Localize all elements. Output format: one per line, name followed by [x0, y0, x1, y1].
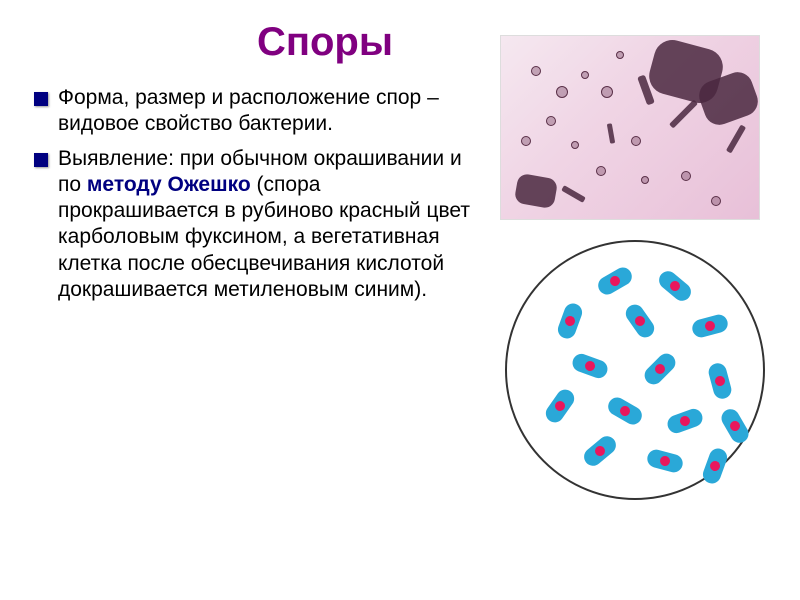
bullet-list: Форма, размер и расположение спор – видо… — [30, 85, 480, 303]
content-area: Форма, размер и расположение спор – видо… — [30, 85, 770, 500]
micrograph-dot — [531, 66, 541, 76]
bacterium-shape — [570, 351, 610, 380]
bullet-item-1: Форма, размер и расположение спор – видо… — [30, 85, 480, 138]
micrograph-dot — [601, 86, 613, 98]
micrograph-dot — [681, 171, 691, 181]
spore-dot — [668, 279, 682, 293]
slide: Споры Форма, размер и расположение спор … — [0, 0, 800, 600]
micrograph-dot — [581, 71, 589, 79]
bacterium-shape — [542, 386, 577, 426]
bacterium-shape — [665, 406, 705, 435]
spore-dot — [633, 314, 647, 328]
bacterium-shape — [641, 350, 679, 388]
bullet-highlight-2: методу Ожешко — [87, 173, 251, 196]
bacterium-shape — [622, 301, 657, 341]
bacterium-shape — [595, 264, 635, 298]
micrograph-dot — [596, 166, 606, 176]
spore-dot — [553, 399, 567, 413]
spore-dot — [679, 415, 692, 428]
micrograph-cluster — [607, 123, 615, 144]
micrograph-dot — [546, 116, 556, 126]
bacterium-shape — [707, 361, 734, 400]
micrograph-dot — [556, 86, 568, 98]
spore-diagram — [505, 240, 765, 500]
micrograph-dot — [521, 136, 531, 146]
micrograph-cluster — [669, 100, 698, 129]
micrograph-cluster — [561, 185, 586, 203]
micrograph-dot — [631, 136, 641, 146]
micrograph-dot — [711, 196, 721, 206]
spore-dot — [618, 404, 632, 418]
spore-dot — [653, 362, 667, 376]
spore-dot — [608, 274, 622, 288]
bullet-item-2: Выявление: при обычном окрашивании и по … — [30, 146, 480, 304]
spore-dot — [714, 375, 726, 387]
micrograph-cluster — [726, 125, 746, 154]
bacterium-shape — [645, 448, 684, 475]
bullet-text-1: Форма, размер и расположение спор – видо… — [58, 86, 439, 135]
spore-dot — [704, 320, 716, 332]
micrograph-cluster — [514, 173, 559, 209]
spore-dot — [564, 315, 577, 328]
spore-dot — [659, 455, 671, 467]
bacterium-shape — [700, 446, 729, 486]
spore-dot — [584, 360, 597, 373]
bacterium-shape — [580, 433, 619, 470]
micrograph-dot — [641, 176, 649, 184]
bacterium-shape — [718, 406, 752, 446]
bacterium-shape — [555, 301, 584, 341]
image-column — [500, 35, 770, 500]
bacterium-shape — [655, 268, 694, 305]
micrograph-dot — [571, 141, 579, 149]
bacterium-shape — [690, 313, 729, 340]
spore-dot — [709, 460, 722, 473]
spore-dot — [593, 444, 607, 458]
micrograph-dot — [616, 51, 624, 59]
text-column: Форма, размер и расположение спор – видо… — [30, 85, 480, 500]
micrograph-image — [500, 35, 760, 220]
spore-dot — [728, 419, 742, 433]
bacterium-shape — [605, 394, 645, 428]
